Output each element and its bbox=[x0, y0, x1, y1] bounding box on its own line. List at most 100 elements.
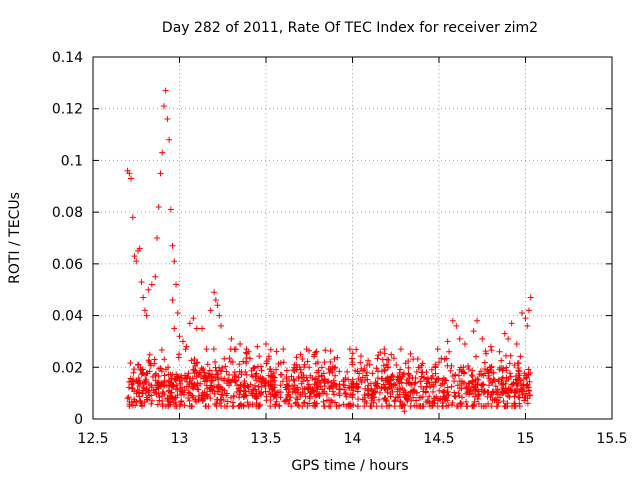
band-point bbox=[174, 385, 181, 392]
band-point bbox=[451, 389, 458, 396]
data-point bbox=[436, 359, 442, 366]
band-point bbox=[201, 378, 208, 385]
band-point bbox=[160, 382, 167, 389]
x-axis-label: GPS time / hours bbox=[291, 458, 408, 474]
band-point bbox=[289, 388, 296, 395]
band-point bbox=[265, 355, 272, 362]
data-point bbox=[211, 289, 218, 296]
band-point bbox=[242, 384, 249, 391]
axis-ticks: 12.5 13 13.5 14 14.5 15 15.5 0 0.02 0.04 0.06 0.08 0… bbox=[52, 50, 628, 447]
band-point bbox=[482, 348, 489, 355]
band-point bbox=[506, 393, 513, 400]
band-point bbox=[165, 371, 172, 378]
band-point bbox=[158, 347, 165, 354]
band-point bbox=[488, 369, 495, 376]
band-point bbox=[350, 385, 357, 392]
data-point bbox=[245, 348, 252, 355]
band-point bbox=[331, 399, 338, 406]
band-point bbox=[487, 378, 494, 385]
band-point bbox=[374, 375, 381, 382]
band-point bbox=[136, 383, 143, 390]
data-point bbox=[501, 330, 508, 337]
band-point bbox=[394, 388, 401, 395]
band-point bbox=[132, 402, 139, 409]
band-point bbox=[516, 368, 523, 375]
band-point bbox=[198, 392, 205, 399]
band-point bbox=[357, 353, 364, 360]
band-point bbox=[368, 385, 375, 392]
band-point bbox=[384, 364, 391, 371]
band-point bbox=[488, 347, 495, 354]
band-point bbox=[391, 403, 398, 410]
band-point bbox=[359, 396, 366, 403]
band-point bbox=[170, 382, 177, 389]
band-point bbox=[438, 355, 445, 362]
band-point bbox=[379, 375, 386, 382]
data-point bbox=[449, 317, 456, 324]
band-point bbox=[414, 356, 421, 363]
band-point bbox=[230, 403, 237, 410]
band-point bbox=[161, 356, 168, 363]
band-point bbox=[449, 399, 456, 406]
band-point bbox=[173, 375, 180, 382]
band-point bbox=[219, 364, 226, 371]
band-point bbox=[374, 355, 381, 362]
band-point bbox=[410, 394, 417, 401]
x-tick-label: 13.5 bbox=[250, 431, 281, 447]
band-point bbox=[215, 381, 222, 388]
band-point bbox=[417, 378, 424, 385]
band-point bbox=[319, 377, 326, 384]
band-point bbox=[514, 377, 521, 384]
band-point bbox=[441, 387, 448, 394]
band-point bbox=[283, 375, 290, 382]
data-point bbox=[154, 235, 161, 241]
band-point bbox=[452, 393, 459, 400]
band-point bbox=[331, 355, 338, 362]
band-point bbox=[517, 353, 524, 360]
band-point bbox=[426, 393, 433, 400]
band-point bbox=[219, 386, 226, 393]
band-point bbox=[290, 376, 297, 383]
band-point bbox=[235, 403, 242, 410]
band-point bbox=[327, 347, 334, 354]
band-point bbox=[314, 379, 321, 386]
band-point bbox=[275, 360, 282, 367]
band-point bbox=[218, 391, 225, 398]
band-point bbox=[394, 394, 401, 401]
band-point bbox=[267, 403, 274, 410]
band-point bbox=[152, 389, 159, 396]
band-point bbox=[135, 375, 142, 382]
band-point bbox=[320, 403, 327, 410]
band-point bbox=[291, 382, 298, 389]
band-point bbox=[386, 403, 393, 410]
band-point bbox=[376, 389, 383, 396]
data-point bbox=[131, 253, 138, 260]
band-point bbox=[349, 378, 356, 385]
band-point bbox=[172, 403, 179, 410]
band-point bbox=[151, 360, 158, 367]
band-point bbox=[516, 403, 523, 410]
band-point bbox=[253, 370, 260, 377]
band-point bbox=[371, 394, 378, 401]
y-tick-label: 0 bbox=[74, 412, 83, 428]
band-point bbox=[488, 403, 495, 410]
band-point bbox=[524, 400, 531, 407]
band-point bbox=[523, 390, 530, 397]
band-point bbox=[236, 402, 243, 409]
data-point bbox=[384, 356, 391, 363]
band-point bbox=[129, 385, 136, 392]
band-point bbox=[263, 397, 270, 404]
band-point bbox=[148, 400, 155, 407]
chart-title: Day 282 of 2011, Rate Of TEC Index for r… bbox=[162, 20, 538, 36]
band-point bbox=[138, 400, 145, 407]
data-point bbox=[397, 346, 404, 353]
band-point bbox=[517, 386, 524, 393]
band-point bbox=[349, 350, 356, 357]
band-point bbox=[258, 389, 265, 396]
band-point bbox=[229, 358, 236, 365]
band-point bbox=[205, 403, 212, 410]
band-point bbox=[321, 359, 328, 366]
band-point bbox=[407, 389, 414, 396]
band-point bbox=[138, 366, 145, 373]
band-point bbox=[226, 355, 233, 362]
